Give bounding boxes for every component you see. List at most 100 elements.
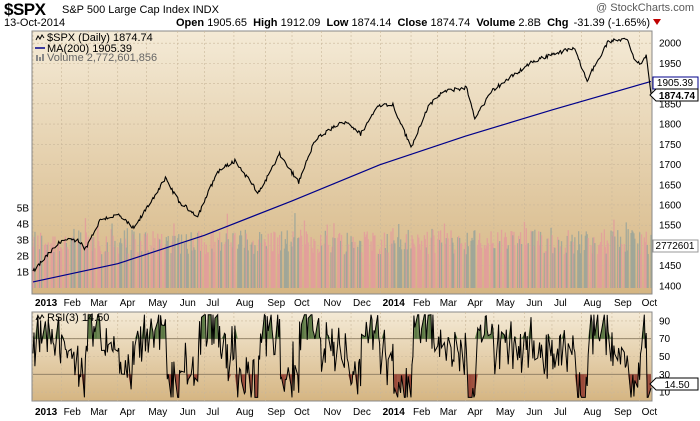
- volume-bar: [400, 239, 402, 288]
- volume-bar: [413, 243, 415, 288]
- volume-bar: [411, 235, 413, 288]
- volume-bar: [203, 242, 206, 288]
- volume-bar: [133, 231, 135, 288]
- volume-bar: [471, 237, 473, 288]
- volume-bar: [490, 231, 492, 288]
- volume-bar: [344, 253, 346, 288]
- volume-bar: [64, 236, 67, 288]
- x-tick-label: 2013: [35, 298, 58, 309]
- volume-bar: [570, 241, 572, 288]
- volume-bar: [544, 251, 546, 288]
- volume-bar: [111, 223, 113, 288]
- volume-bar: [39, 249, 41, 288]
- volume-bar: [518, 235, 520, 288]
- rsi-overbought-fill: [311, 314, 313, 339]
- high-label: High: [253, 17, 278, 29]
- x-tick-label: Mar: [90, 407, 108, 418]
- volume-bar: [297, 238, 299, 288]
- rsi-overbought-fill: [514, 336, 518, 339]
- volume-bar: [59, 251, 61, 288]
- price-tick-label: 1450: [659, 261, 682, 272]
- x-tick-label: Jul: [206, 298, 219, 309]
- rsi-overbought-fill: [488, 334, 492, 339]
- price-tick-label: 1600: [659, 200, 682, 211]
- volume-bar: [433, 235, 435, 288]
- rsi-overbought-fill: [414, 314, 418, 339]
- volume-bar: [432, 229, 434, 288]
- volume-bar: [143, 233, 146, 288]
- volume-bar: [627, 229, 629, 288]
- volume-bar: [430, 237, 432, 288]
- volume-bar: [146, 233, 148, 288]
- volume-bar: [371, 250, 373, 288]
- volume-bar: [107, 252, 109, 288]
- volume-bar: [473, 230, 475, 288]
- volume-bar: [134, 239, 136, 288]
- volume-bar: [478, 239, 480, 288]
- volume-bar: [52, 236, 54, 288]
- volume-bar: [452, 242, 454, 288]
- volume-bar: [118, 253, 120, 288]
- volume-bar: [379, 249, 381, 288]
- volume-bar: [238, 244, 240, 288]
- volume-bar: [233, 235, 235, 288]
- volume-bar: [180, 253, 182, 288]
- volume-bar: [123, 230, 126, 288]
- volume-bar: [171, 241, 173, 288]
- volume-bar: [38, 249, 40, 288]
- volume-bar: [611, 236, 613, 288]
- volume-bar: [67, 249, 69, 288]
- chg-value: -31.39 (-1.65%): [573, 17, 650, 29]
- volume-bar: [446, 233, 448, 288]
- volume-bar: [304, 244, 306, 288]
- volume-bar: [403, 249, 406, 288]
- volume-bar: [450, 230, 452, 288]
- rsi-badge: 14.50: [649, 377, 699, 391]
- volume-bar: [520, 244, 523, 288]
- volume-bar: [104, 251, 107, 288]
- volume-bar: [145, 236, 147, 288]
- rsi-tick-label: 50: [659, 352, 671, 363]
- rsi-overbought-fill: [501, 332, 505, 339]
- volume-bar: [257, 250, 259, 288]
- x-tick-label: Jul: [206, 407, 219, 418]
- volume-bar: [98, 241, 100, 288]
- volume-bar: [339, 232, 341, 288]
- x-tick-label: Aug: [583, 298, 601, 309]
- volume-bar: [260, 242, 262, 288]
- volume-bar: [587, 238, 589, 288]
- volume-bar: [186, 248, 188, 288]
- volume-bar: [178, 234, 180, 288]
- volume-bar: [614, 236, 616, 288]
- volume-bar: [398, 224, 400, 288]
- volume-bar: [585, 231, 587, 288]
- volume-bar: [58, 243, 60, 288]
- volume-bar: [554, 247, 556, 288]
- volume-bar: [400, 249, 403, 288]
- volume-bar: [494, 248, 496, 288]
- x-tick-label: Feb: [64, 298, 82, 309]
- x-tick-label: Jun: [180, 298, 196, 309]
- volume-bar: [512, 235, 514, 288]
- volume-bar: [70, 238, 72, 288]
- volume-bar: [326, 224, 328, 288]
- volume-bar: [220, 250, 222, 288]
- x-tick-label: Mar: [90, 298, 108, 309]
- volume-bar: [272, 251, 274, 288]
- volume-bar: [307, 242, 309, 288]
- x-tick-label: Sep: [614, 298, 632, 309]
- volume-bar: [607, 243, 609, 288]
- volume-bar: [147, 250, 149, 288]
- volume-bar: [211, 248, 213, 288]
- rsi-oversold-fill: [468, 374, 472, 398]
- volume-bar: [177, 237, 179, 288]
- rsi-line: [32, 313, 652, 398]
- price-tick-label: 1700: [659, 160, 682, 171]
- volume-bar: [78, 230, 80, 288]
- volume-bar: [387, 252, 389, 288]
- volume-bar: [279, 234, 281, 288]
- volume-bar: [266, 248, 268, 288]
- volume-bar: [314, 241, 316, 288]
- rsi-oversold-fill: [254, 374, 258, 398]
- volume-bar: [580, 234, 583, 288]
